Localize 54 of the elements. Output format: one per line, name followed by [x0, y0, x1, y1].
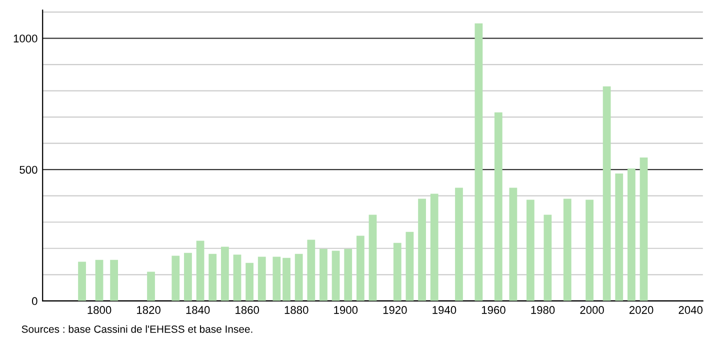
bar	[455, 188, 463, 301]
bar	[184, 252, 192, 301]
bar	[282, 258, 290, 301]
bar	[258, 256, 266, 301]
bar	[220, 246, 229, 301]
bar	[95, 260, 104, 301]
bar	[628, 168, 636, 301]
x-tick-label: 2020	[630, 306, 654, 314]
bar	[78, 262, 86, 301]
bar	[294, 254, 303, 301]
bar	[272, 256, 281, 301]
x-tick-label: 2040	[678, 306, 703, 314]
bar	[509, 188, 518, 301]
y-tick-label: 1000	[14, 34, 38, 42]
bar	[602, 86, 611, 301]
bar	[544, 214, 552, 301]
bar	[640, 158, 648, 301]
bar	[474, 23, 483, 301]
bar	[418, 198, 426, 301]
x-tick-label: 1960	[482, 306, 506, 314]
bar	[246, 262, 254, 301]
bar	[563, 198, 572, 301]
x-tick-label: 1820	[137, 306, 160, 314]
bar	[233, 254, 242, 301]
bar	[615, 174, 624, 301]
bar	[320, 248, 328, 301]
x-tick-label: 1840	[186, 306, 210, 314]
x-tick-label: 1860	[236, 306, 260, 314]
x-tick-label: 1940	[432, 306, 456, 314]
bar	[307, 240, 316, 301]
x-tick-label: 1800	[88, 306, 112, 314]
y-tick-label: 0	[32, 297, 38, 306]
bar	[393, 242, 402, 301]
x-tick-label: 1980	[531, 306, 555, 314]
x-tick-label: 2000	[580, 306, 604, 314]
bar	[332, 250, 340, 301]
y-tick-label: 500	[20, 166, 38, 174]
bar	[172, 256, 180, 301]
bar	[356, 236, 364, 301]
bar	[494, 112, 502, 301]
bar	[430, 194, 438, 301]
bar	[344, 248, 352, 301]
x-tick-label: 1900	[334, 306, 358, 314]
bar	[368, 214, 377, 301]
bar	[526, 200, 534, 301]
bar	[110, 260, 118, 301]
bar	[196, 240, 204, 301]
x-tick-label: 1920	[383, 306, 407, 314]
source-note: Sources : base Cassini de l'EHESS et base Insee.	[22, 325, 252, 333]
bar	[147, 272, 155, 301]
bar	[406, 232, 414, 301]
x-tick-label: 1880	[284, 306, 308, 314]
bar	[208, 254, 217, 301]
bar	[586, 200, 594, 301]
